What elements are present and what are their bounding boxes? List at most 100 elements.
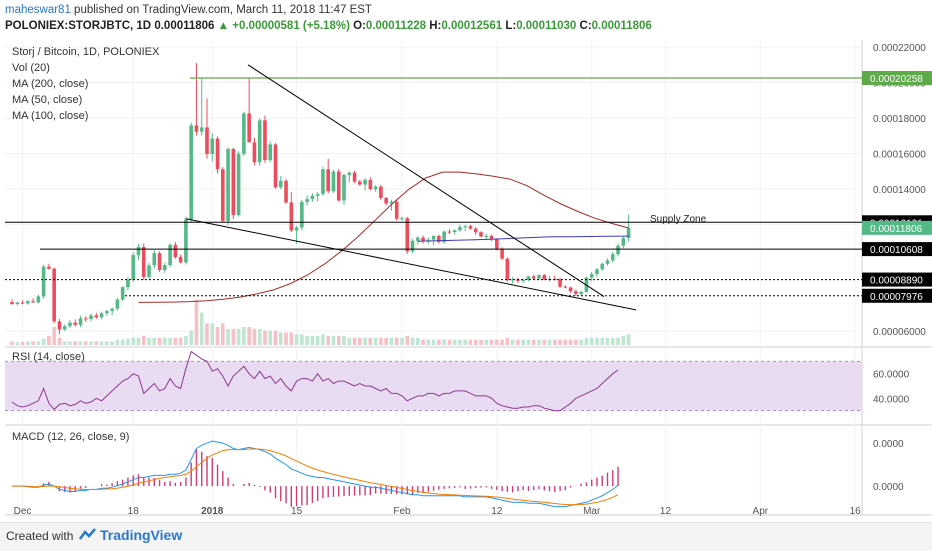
volume-bar (263, 330, 267, 345)
candle-body (41, 266, 46, 297)
symbol-name: POLONIEX:STORJBTC, 1D (5, 20, 152, 32)
volume-bar (431, 339, 436, 345)
volume-bar (157, 337, 162, 345)
price-label: 0.00010608 (870, 245, 923, 256)
rsi-panel: 60.0000 40.0000 (5, 350, 910, 412)
candle-body (368, 179, 373, 190)
candle-body (426, 239, 431, 241)
volume-bar (331, 336, 336, 345)
candle-body (194, 125, 199, 132)
footer-bar: Created with TradingView (0, 522, 932, 551)
macd-line (12, 440, 619, 508)
volume-bar (452, 339, 457, 345)
volume-bar (57, 337, 62, 345)
candle-body (163, 265, 167, 270)
candle-body (31, 301, 35, 303)
candle-body (626, 227, 631, 239)
volume-bar (31, 341, 35, 345)
author-link[interactable]: maheswar81 (5, 4, 71, 16)
trendlines (5, 64, 862, 311)
volume-bar (310, 336, 315, 345)
x-tick-label: 15 (291, 506, 303, 517)
volume-bar (10, 341, 14, 345)
volume-bar (289, 332, 294, 345)
x-tick-label: 12 (491, 506, 503, 517)
candle-body (600, 263, 605, 270)
volume-bar (215, 327, 220, 345)
volume-bar (252, 328, 257, 345)
volume-bar (489, 339, 494, 345)
close-label: C: (579, 20, 592, 32)
volume-bar (278, 332, 283, 345)
candle-body (221, 169, 225, 222)
candle-body (131, 255, 136, 280)
candle-body (589, 274, 594, 278)
volume-bar (463, 339, 468, 345)
price-chart[interactable]: 60.0000 40.0000 0.0000 0.0000 0.00022000 0.… (0, 36, 932, 522)
volume-bar (605, 337, 610, 345)
signal-line (12, 448, 619, 506)
volume-bar (273, 330, 278, 345)
volume-bar (242, 327, 246, 345)
x-tick-label: 18 (128, 506, 140, 517)
candle-body (558, 279, 562, 287)
price-label-box (862, 272, 932, 287)
volume-bar (505, 337, 510, 345)
volume-bar (115, 339, 120, 345)
price-axis: 0.000220000.000200000.000180000.00016000… (862, 43, 932, 338)
volume-bar (547, 339, 552, 345)
price-label-box (862, 220, 932, 235)
volume-bar (484, 339, 489, 345)
candle-body (110, 308, 114, 311)
x-tick-label: Apr (753, 506, 769, 517)
candle-body (268, 144, 273, 161)
volume-bar (616, 337, 620, 345)
candle-body (510, 279, 515, 281)
candle-body (263, 120, 267, 161)
volume-bar (120, 339, 125, 345)
candle-body (468, 226, 473, 229)
volume-bar (500, 339, 504, 345)
close-value: 0.00011806 (591, 20, 652, 32)
volume-bar (595, 337, 599, 345)
volume-bar (442, 339, 446, 345)
created-with-text: Created with (6, 529, 74, 543)
volume-bar (358, 337, 362, 345)
candle-body (610, 254, 615, 261)
candle-body (452, 230, 457, 233)
volume-bar (574, 339, 578, 345)
candle-body (94, 315, 99, 318)
volume-bar (563, 339, 568, 345)
open-label: O: (353, 20, 366, 32)
volume-bar (415, 337, 420, 345)
price-label: 0.00008890 (870, 276, 923, 287)
candle-body (495, 239, 499, 249)
candle-body (473, 228, 478, 233)
volume-bar (516, 339, 520, 345)
candle-body (257, 120, 262, 163)
volume-bar (52, 327, 56, 345)
volume-bar (336, 336, 341, 345)
volume-bar (342, 336, 346, 345)
volume-bar (210, 323, 215, 345)
candle-body (168, 244, 172, 266)
candle-body (410, 240, 415, 252)
volume-bar (537, 339, 541, 345)
legend-title: Storj / Bitcoin, 1D, POLONIEX (12, 46, 160, 58)
candle-body (484, 235, 489, 237)
volume-bar (384, 337, 388, 345)
candle-body (205, 127, 209, 155)
tradingview-brand[interactable]: TradingView (100, 527, 183, 543)
candle-body (526, 276, 531, 280)
volume-bar (62, 341, 67, 345)
volume-bar (468, 339, 473, 345)
volume-bar (257, 328, 262, 345)
candle-body (105, 310, 109, 314)
candle-body (210, 138, 215, 155)
candles (10, 63, 631, 335)
volume-bar (110, 341, 114, 345)
candle-body (15, 302, 20, 305)
candle-body (47, 266, 51, 269)
volume-bar (553, 339, 557, 345)
volume-bar (194, 300, 199, 345)
